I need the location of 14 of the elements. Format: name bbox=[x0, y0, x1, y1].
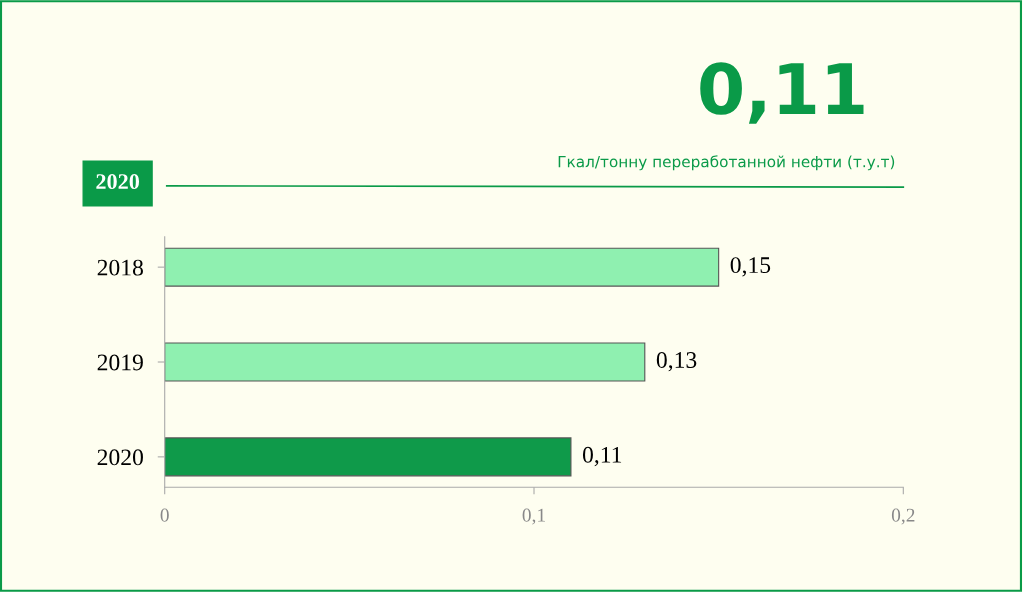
chart-subtitle: Гкал/тонну переработанной нефти (т.у.т) bbox=[558, 155, 895, 171]
y-tick-label: 2019 bbox=[97, 354, 143, 371]
x-tick-label: 0,1 bbox=[522, 508, 545, 525]
bar bbox=[164, 342, 646, 382]
x-tick-label: 0,2 bbox=[891, 508, 915, 525]
y-tick-label: 2020 bbox=[97, 449, 143, 466]
chart-title: 0,11 bbox=[700, 62, 864, 124]
x-tick-label: 0 bbox=[160, 508, 169, 522]
data-label: 0,11 bbox=[582, 446, 622, 467]
data-label: 0,13 bbox=[656, 351, 697, 372]
y-tick-label: 2018 bbox=[97, 259, 143, 276]
bar bbox=[164, 247, 720, 287]
data-label: 0,15 bbox=[730, 257, 771, 277]
bar bbox=[164, 437, 572, 477]
